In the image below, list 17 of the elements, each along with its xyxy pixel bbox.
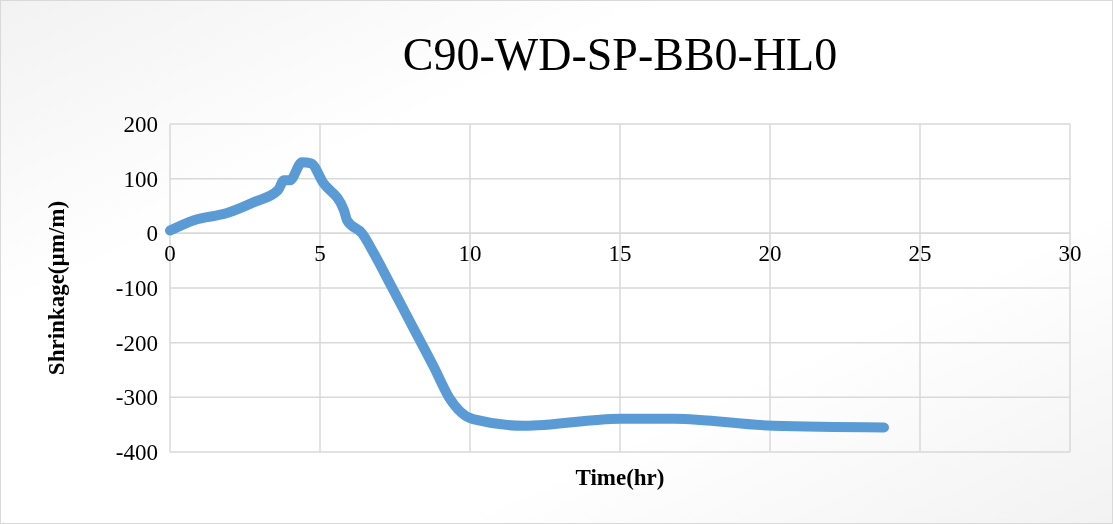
chart-title: C90-WD-SP-BB0-HL0 [402,29,838,80]
x-tick-label: 10 [458,240,482,266]
y-tick-label: -400 [115,440,158,466]
x-tick-label: 25 [908,240,932,266]
y-tick-label: 0 [146,221,158,247]
x-tick-label: 20 [758,240,782,266]
y-tick-label: 200 [123,112,158,138]
y-axis-title: Shrinkage(µm/m) [44,200,69,376]
y-tick-label: -200 [115,330,158,356]
x-tick-label: 5 [314,240,326,266]
x-tick-label: 15 [608,240,632,266]
x-axis-title: Time(hr) [575,465,665,490]
x-tick-label: 30 [1058,240,1082,266]
y-tick-label: -300 [115,385,158,411]
y-tick-label: 100 [123,166,158,192]
y-tick-label: -100 [115,276,158,302]
x-tick-label: 0 [164,240,176,266]
